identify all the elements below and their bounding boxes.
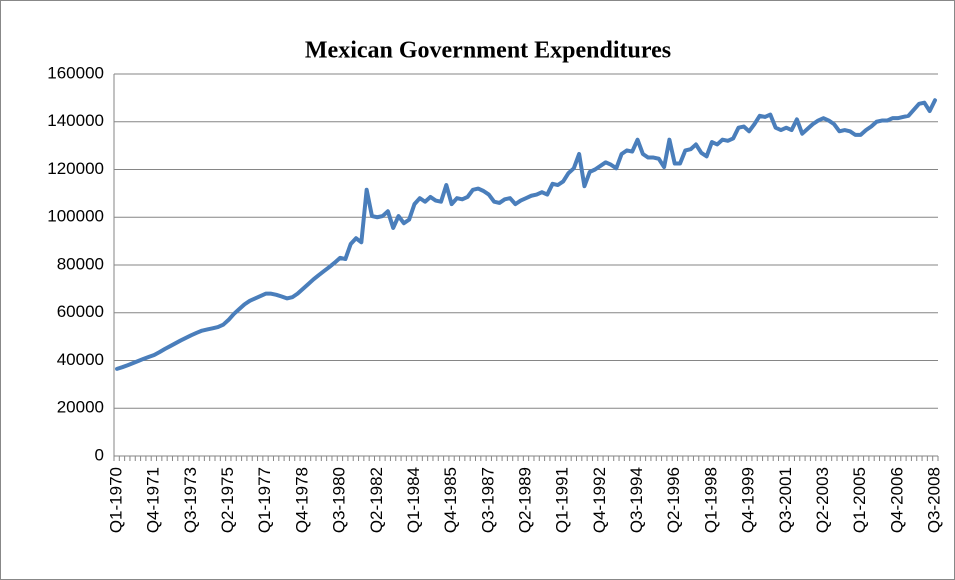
x-tick-label: Q2-1989 bbox=[515, 467, 534, 533]
x-tick-label: Q1-1970 bbox=[106, 467, 125, 533]
y-tick-label: 100000 bbox=[47, 207, 104, 226]
x-tick-label: Q4-1999 bbox=[739, 467, 758, 533]
x-tick-label: Q3-1994 bbox=[627, 467, 646, 533]
x-tick-label: Q2-1996 bbox=[664, 467, 683, 533]
x-tick-label: Q3-1987 bbox=[478, 467, 497, 533]
y-tick-label: 80000 bbox=[57, 254, 104, 273]
data-line bbox=[115, 98, 937, 371]
x-tick-label: Q4-1971 bbox=[144, 467, 163, 533]
x-tick-label: Q3-2008 bbox=[924, 467, 943, 533]
x-tick-label: Q1-1998 bbox=[701, 467, 720, 533]
x-tick-label: Q4-2006 bbox=[887, 467, 906, 533]
x-tick-label: Q1-1984 bbox=[404, 467, 423, 533]
y-tick-label: 60000 bbox=[57, 302, 104, 321]
y-tick-label: 0 bbox=[95, 445, 104, 464]
y-tick-label: 20000 bbox=[57, 398, 104, 417]
y-tick-label: 120000 bbox=[47, 159, 104, 178]
x-tick-label: Q3-1980 bbox=[330, 467, 349, 533]
x-tick-label: Q4-1992 bbox=[590, 467, 609, 533]
chart-title: Mexican Government Expenditures bbox=[305, 38, 671, 64]
y-tick-label: 160000 bbox=[47, 63, 104, 82]
x-tick-label: Q3-1973 bbox=[181, 467, 200, 533]
x-tick-label: Q1-1991 bbox=[553, 467, 572, 533]
x-tick-label: Q4-1985 bbox=[441, 467, 460, 533]
x-tick-label: Q2-1975 bbox=[218, 467, 237, 533]
x-tick-label: Q3-2001 bbox=[776, 467, 795, 533]
x-tick-label: Q1-1977 bbox=[255, 467, 274, 533]
y-tick-label: 40000 bbox=[57, 350, 104, 369]
x-tick-label: Q4-1978 bbox=[292, 467, 311, 533]
y-tick-label: 140000 bbox=[47, 111, 104, 130]
x-tick-label: Q1-2005 bbox=[850, 467, 869, 533]
x-tick-label: Q2-1982 bbox=[367, 467, 386, 533]
x-tick-label: Q2-2003 bbox=[813, 467, 832, 533]
